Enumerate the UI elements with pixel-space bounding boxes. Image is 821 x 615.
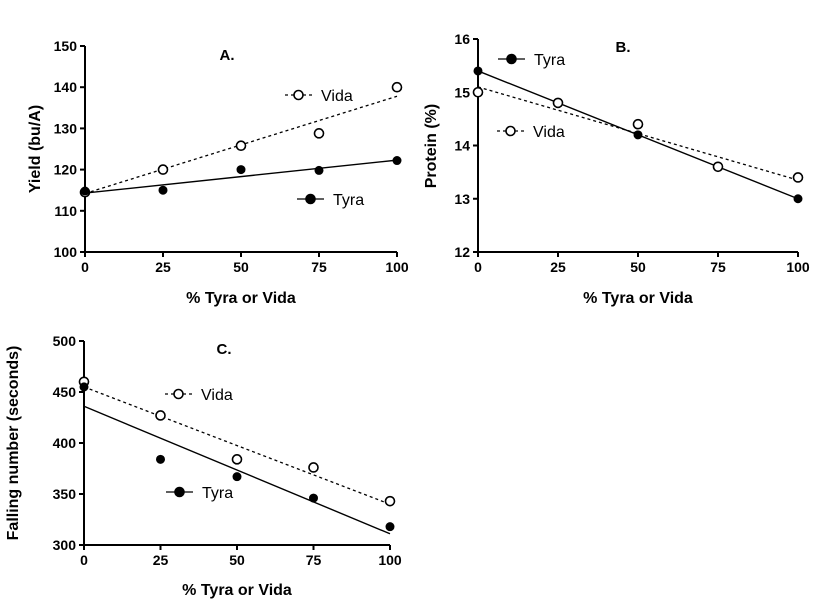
x-tick-label: 100: [385, 259, 409, 275]
tyra-fit-line: [84, 159, 398, 194]
vida-fit-line: [477, 86, 799, 181]
y-tick-label: 16: [454, 31, 470, 47]
x-tick-label: 100: [378, 552, 402, 568]
vida-legend-label: Vida: [321, 88, 353, 105]
x-tick-label: 100: [786, 259, 810, 275]
x-axis-label: % Tyra or Vida: [583, 290, 693, 307]
vida-legend-marker: [293, 89, 304, 101]
vida-data-point: [552, 97, 564, 109]
x-tick-label: 0: [80, 552, 88, 568]
vida-data-point: [384, 495, 396, 507]
panel-title: C.: [217, 341, 232, 358]
tyra-data-point: [79, 382, 89, 392]
y-tick-label: 12: [454, 244, 470, 260]
y-tick-label: 400: [53, 435, 77, 451]
tyra-legend-marker: [174, 486, 185, 498]
tyra-legend-marker: [305, 193, 316, 205]
vida-data-point: [472, 86, 484, 98]
tyra-data-point: [156, 454, 165, 464]
vida-data-point: [308, 462, 319, 473]
y-tick-label: 130: [54, 120, 78, 136]
vida-data-point: [313, 128, 325, 139]
vida-data-point: [155, 410, 166, 421]
x-tick-label: 25: [550, 259, 566, 275]
vida-data-point: [391, 81, 403, 93]
y-tick-label: 110: [54, 203, 77, 219]
y-axis-label: Yield (bu/A): [27, 105, 44, 193]
tyra-data-point: [473, 66, 483, 76]
y-tick-label: 150: [54, 38, 78, 54]
y-tick-label: 300: [53, 537, 77, 553]
tyra-data-point: [232, 472, 242, 482]
vida-data-point: [231, 454, 243, 465]
tyra-data-point: [793, 194, 803, 204]
x-tick-label: 75: [306, 552, 322, 568]
y-tick-label: 450: [53, 384, 77, 400]
panel-title: B.: [616, 39, 631, 56]
x-tick-label: 50: [233, 259, 249, 275]
tyra-legend-marker: [506, 53, 517, 65]
y-axis-label: Falling number (seconds): [5, 346, 22, 541]
x-tick-label: 0: [474, 259, 482, 275]
y-tick-label: 15: [454, 84, 470, 100]
y-tick-label: 14: [454, 138, 470, 154]
y-tick-label: 13: [454, 191, 470, 207]
chart-panel-2: 12 13 14 15 16 0 25 50 75 100 % Tyra or Vida Protei…: [423, 31, 810, 307]
vida-data-point: [235, 140, 247, 152]
tyra-data-point: [80, 186, 90, 196]
x-axis-label: % Tyra or Vida: [182, 582, 292, 599]
x-tick-label: 25: [153, 552, 169, 568]
y-tick-label: 120: [54, 162, 78, 178]
vida-legend-label: Vida: [533, 124, 565, 141]
panel-title: A.: [220, 47, 235, 64]
vida-fit-line: [83, 386, 391, 505]
vida-data-point: [157, 164, 169, 175]
x-tick-label: 75: [710, 259, 726, 275]
y-tick-label: 350: [53, 486, 77, 502]
chart-panel-1: 100 110 120 130 140 150 0 25 50 75 100 % Tyra or Vi…: [27, 38, 409, 307]
vida-data-point: [632, 118, 644, 130]
vida-legend-marker: [173, 388, 184, 400]
x-tick-label: 75: [311, 259, 327, 275]
y-tick-label: 140: [54, 79, 78, 95]
vida-legend-marker: [505, 125, 516, 137]
tyra-data-point: [309, 493, 318, 503]
x-tick-label: 50: [630, 259, 646, 275]
tyra-legend-label: Tyra: [534, 52, 565, 69]
x-tick-label: 0: [81, 259, 89, 275]
tyra-legend-label: Tyra: [202, 485, 233, 502]
x-tick-label: 25: [155, 259, 171, 275]
tyra-fit-line: [83, 405, 391, 535]
y-axis-label: Protein (%): [423, 104, 440, 188]
vida-data-point: [712, 161, 724, 173]
x-tick-label: 50: [229, 552, 245, 568]
x-axis-label: % Tyra or Vida: [186, 290, 296, 307]
tyra-data-point: [392, 156, 402, 166]
tyra-legend-label: Tyra: [333, 192, 364, 209]
y-tick-label: 500: [53, 333, 77, 349]
vida-data-point: [792, 172, 804, 183]
tyra-data-point: [314, 165, 324, 175]
vida-legend-label: Vida: [201, 387, 233, 404]
tyra-data-point: [236, 165, 246, 175]
tyra-data-point: [385, 522, 395, 532]
y-tick-label: 100: [54, 244, 78, 260]
tyra-data-point: [158, 185, 168, 195]
chart-panel-3: 300 350 400 450 500 0 25 50 75 100 % Tyra or Vida F…: [5, 333, 402, 599]
